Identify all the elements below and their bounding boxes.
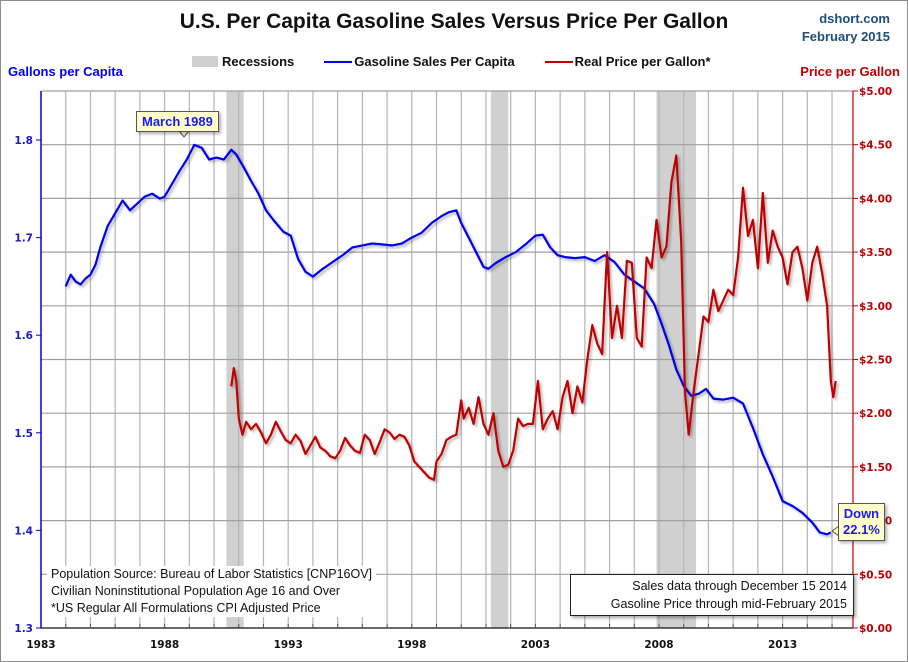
y-tick-label-left: 1.4 [14, 525, 33, 537]
y-tick-label-right: $4.00 [859, 193, 892, 205]
source-site: dshort.com [819, 11, 890, 26]
y-tick-label-right: $0.50 [859, 569, 892, 581]
y-tick-label-right: $3.50 [859, 247, 892, 259]
y-axis-title-left: Gallons per Capita [8, 64, 123, 79]
x-tick-label: 1988 [150, 639, 179, 651]
note-line: Sales data through December 15 2014 [632, 579, 847, 593]
legend-item-sales: Gasoline Sales Per Capita [324, 54, 515, 69]
chart-title: U.S. Per Capita Gasoline Sales Versus Pr… [179, 10, 729, 33]
y-tick-label-right: $1.50 [859, 462, 892, 474]
note-line: Population Source: Bureau of Labor Stati… [51, 567, 373, 581]
y-tick-label-right: $3.00 [859, 301, 892, 313]
y-tick-label-right: $5.00 [859, 86, 892, 98]
note-line: Gasoline Price through mid-February 2015 [610, 597, 847, 611]
note-line: Civilian Noninstitutional Population Age… [51, 584, 341, 598]
peak-callout: March 1989 [136, 111, 219, 132]
y-tick-label-right: $0.00 [859, 623, 892, 635]
x-tick-label: 1998 [397, 639, 426, 651]
y-tick-label-right: $2.00 [859, 408, 892, 420]
legend-label-price: Real Price per Gallon* [574, 54, 711, 69]
y-tick-label-left: 1.5 [14, 428, 33, 440]
note-line: *US Regular All Formulations CPI Adjuste… [51, 601, 321, 615]
notes-source-box: Population Source: Bureau of Labor Stati… [47, 566, 377, 617]
legend-label-sales: Gasoline Sales Per Capita [354, 54, 515, 69]
data-through-box: Sales data through December 15 2014 Gaso… [570, 574, 854, 616]
x-tick-label: 1983 [26, 639, 55, 651]
source-label: dshort.com February 2015 [802, 10, 890, 46]
x-tick-label: 2003 [521, 639, 550, 651]
x-tick-label: 2008 [644, 639, 673, 651]
legend-item-price: Real Price per Gallon* [544, 54, 711, 69]
legend-label-recessions: Recessions [222, 54, 295, 69]
y-tick-label-right: $4.50 [859, 140, 892, 152]
legend: Recessions Gasoline Sales Per Capita Rea… [192, 54, 741, 69]
recession-swatch-icon [192, 56, 218, 67]
y-tick-label-right: $2.50 [859, 355, 892, 367]
y-tick-label-left: 1.3 [14, 623, 33, 635]
real-price-line [230, 154, 837, 481]
y-axis-title-right: Price per Gallon [800, 64, 900, 79]
y-tick-label-left: 1.8 [14, 135, 33, 147]
decline-callout-line1: Down [843, 506, 880, 521]
price-line-swatch-icon [544, 60, 573, 63]
y-tick-label-left: 1.7 [14, 233, 33, 245]
y-tick-label-left: 1.6 [14, 330, 33, 342]
sales-per-capita-line [64, 143, 832, 536]
legend-item-recessions: Recessions [192, 54, 294, 69]
decline-callout-line2: 22.1% [843, 522, 880, 537]
decline-callout: Down 22.1% [838, 503, 885, 541]
x-tick-label: 2013 [768, 639, 797, 651]
source-date: February 2015 [801, 29, 890, 44]
sales-line-swatch-icon [324, 60, 353, 63]
x-tick-label: 1993 [274, 639, 303, 651]
